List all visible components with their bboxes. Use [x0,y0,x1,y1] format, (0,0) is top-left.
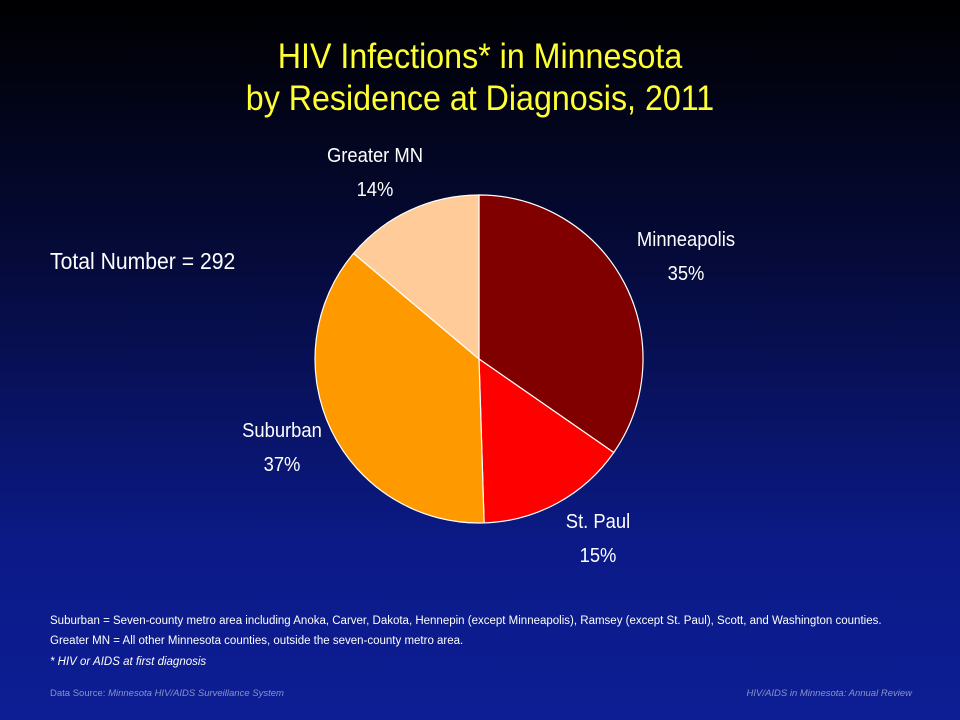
chart-title: HIV Infections* in Minnesota by Residenc… [38,36,921,120]
slice-value-suburban: 37% [264,454,301,476]
slice-value-minneapolis: 35% [668,263,705,285]
footnote: * HIV or AIDS at first diagnosis [50,656,207,668]
title-line-2: by Residence at Diagnosis, 2011 [245,79,715,118]
title-line-1: HIV Infections* in Minnesota [277,37,683,76]
slice-value-greater-mn: 14% [357,179,394,201]
pie-slice-greater-mn [352,194,480,361]
suburban-definition-note: Suburban = Seven-county metro area inclu… [50,615,882,647]
slice-name-suburban: Suburban [242,420,322,442]
pie-slices [314,194,644,524]
slice-name-st-paul: St. Paul [566,511,630,533]
slice-value-st-paul: 15% [580,545,617,567]
pie-slice-suburban [314,252,485,524]
pie-slice-minneapolis [478,194,644,454]
total-number-label: Total Number = 292 [50,248,236,274]
data-source: Data Source: Minnesota HIV/AIDS Surveill… [50,688,284,699]
source-prefix: Data Source: [50,688,109,699]
pie-slice-st-paul [478,357,615,524]
slice-name-minneapolis: Minneapolis [637,229,735,251]
pie-labels: Minneapolis 35% St. Paul 15% Suburban 37% Grea… [242,145,735,567]
source-name: Minnesota HIV/AIDS Surveillance System [108,688,284,699]
slice-name-greater-mn: Greater MN [327,145,423,167]
annual-review-label: HIV/AIDS in Minnesota: Annual Review [746,688,912,699]
